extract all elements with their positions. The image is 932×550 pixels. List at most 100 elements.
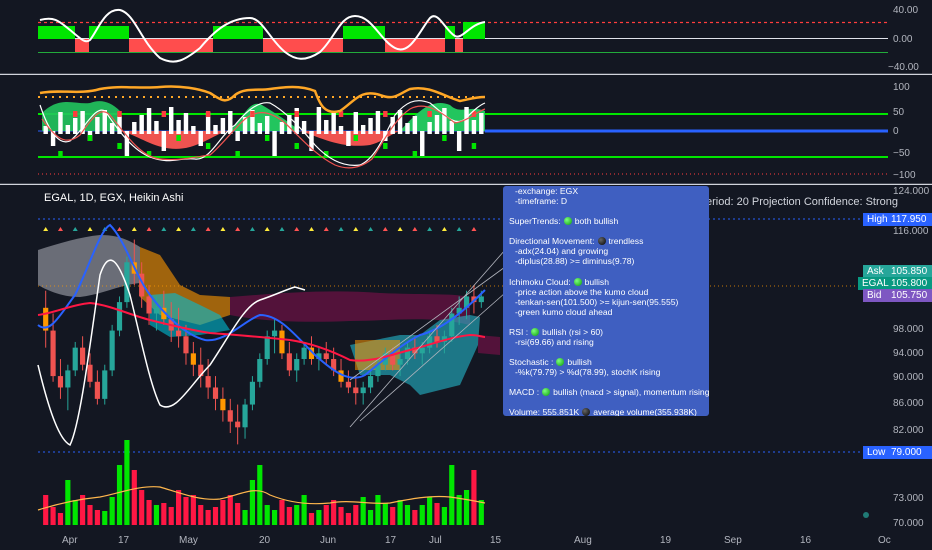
candle-body[interactable] bbox=[471, 296, 477, 303]
volume-bar bbox=[242, 510, 248, 525]
candle-body[interactable] bbox=[190, 353, 196, 365]
osc2-signal bbox=[205, 143, 211, 149]
candle-body[interactable] bbox=[456, 307, 462, 314]
chart-title: EGAL, 1D, EGX, Heikin Ashi bbox=[44, 192, 184, 204]
svg-text:Aug: Aug bbox=[574, 535, 592, 546]
projection-channel bbox=[349, 249, 506, 428]
candle-body[interactable] bbox=[294, 359, 300, 371]
candle-body[interactable] bbox=[161, 307, 167, 320]
panel-gap bbox=[509, 317, 703, 327]
candle-body[interactable] bbox=[271, 330, 278, 337]
candle-body[interactable] bbox=[264, 336, 270, 360]
candle-body[interactable] bbox=[153, 307, 160, 314]
osc2-signal bbox=[353, 135, 359, 141]
candle-body[interactable] bbox=[235, 421, 241, 428]
signal-marker bbox=[427, 227, 433, 231]
candle-body[interactable] bbox=[286, 353, 292, 371]
volume-bar bbox=[353, 505, 359, 525]
osc2-bar bbox=[117, 116, 122, 134]
candle-body[interactable] bbox=[205, 376, 211, 388]
candle-body[interactable] bbox=[87, 364, 93, 382]
candle-body[interactable] bbox=[220, 398, 226, 411]
candle-body[interactable] bbox=[116, 302, 123, 331]
osc2-signal bbox=[58, 151, 63, 157]
candle-body[interactable] bbox=[323, 353, 329, 360]
signal-markers bbox=[43, 227, 477, 231]
volume-bar bbox=[419, 505, 425, 525]
candle-body[interactable] bbox=[109, 330, 115, 371]
volume-bar bbox=[375, 495, 381, 525]
candle-body[interactable] bbox=[102, 370, 108, 399]
candle-body[interactable] bbox=[57, 376, 64, 388]
osc2-bar bbox=[161, 131, 167, 151]
oscillator-pane-2: 100 50 0 −50 −100 bbox=[0, 82, 932, 185]
candle-body[interactable] bbox=[390, 353, 396, 365]
candle-body[interactable] bbox=[397, 359, 403, 365]
candle-body[interactable] bbox=[176, 330, 182, 337]
volume-bar bbox=[131, 470, 137, 525]
candle-body[interactable] bbox=[478, 296, 484, 303]
price-axis-70: 70.000 bbox=[893, 518, 924, 529]
candle-body[interactable] bbox=[212, 387, 219, 399]
osc2-bar bbox=[287, 115, 292, 134]
candle-body[interactable] bbox=[338, 370, 344, 382]
osc2-signal bbox=[383, 143, 388, 149]
candle-body[interactable] bbox=[427, 336, 433, 348]
candle-body[interactable] bbox=[124, 262, 130, 303]
candle-body[interactable] bbox=[146, 296, 152, 314]
volume-bar bbox=[161, 503, 167, 525]
signal-marker bbox=[205, 227, 211, 231]
candle-body[interactable] bbox=[198, 364, 204, 377]
candle-body[interactable] bbox=[375, 364, 381, 377]
osc2-bar bbox=[397, 110, 403, 134]
candle-body[interactable] bbox=[242, 404, 248, 428]
chikou-line bbox=[37, 259, 306, 447]
candle-body[interactable] bbox=[257, 359, 263, 382]
candle-body[interactable] bbox=[449, 313, 455, 337]
candle-body[interactable] bbox=[279, 330, 285, 354]
candle-body[interactable] bbox=[353, 387, 359, 394]
candle-body[interactable] bbox=[345, 381, 351, 388]
candle-body[interactable] bbox=[434, 336, 440, 342]
signal-marker bbox=[146, 227, 152, 231]
volume-average-line bbox=[37, 486, 486, 511]
price-axis-124: 124.000 bbox=[893, 186, 930, 197]
osc2-bar bbox=[353, 112, 359, 134]
candle-body[interactable] bbox=[441, 336, 447, 342]
candle-body[interactable] bbox=[65, 370, 71, 388]
candle-body[interactable] bbox=[404, 347, 411, 360]
volume-bar bbox=[109, 497, 115, 525]
candle-body[interactable] bbox=[227, 410, 233, 422]
oscillator-pane-1: 40.00 0.00 −40.00 bbox=[0, 5, 932, 75]
candle-body[interactable] bbox=[80, 347, 86, 365]
candle-body[interactable] bbox=[331, 359, 337, 371]
volume-bar bbox=[434, 503, 440, 525]
candle-body[interactable] bbox=[316, 353, 322, 360]
price-pane[interactable]: 124.000 116.000 98.000 94.000 90.000 86.… bbox=[0, 185, 932, 550]
candle-body[interactable] bbox=[139, 273, 145, 297]
candle-body[interactable] bbox=[463, 296, 470, 308]
osc2-signal bbox=[471, 143, 477, 149]
signal-marker bbox=[368, 227, 374, 231]
candle-body[interactable] bbox=[50, 330, 56, 377]
osc2-bar bbox=[383, 131, 388, 141]
candle-body[interactable] bbox=[360, 387, 366, 394]
osc2-axis-neg100: −100 bbox=[893, 170, 916, 181]
candle-body[interactable] bbox=[367, 376, 374, 388]
candle-body[interactable] bbox=[419, 347, 425, 354]
candle-body[interactable] bbox=[308, 347, 315, 360]
signal-marker bbox=[338, 227, 344, 231]
candle-body[interactable] bbox=[94, 381, 100, 399]
volume-bar bbox=[198, 505, 204, 525]
candle-body[interactable] bbox=[183, 336, 189, 354]
candle-body[interactable] bbox=[249, 381, 256, 405]
candle-body[interactable] bbox=[72, 347, 78, 371]
candle-body[interactable] bbox=[412, 347, 418, 354]
panel-gap bbox=[509, 226, 703, 236]
candle-body[interactable] bbox=[43, 307, 49, 331]
volume-bar bbox=[57, 513, 64, 525]
svg-text:Apr: Apr bbox=[62, 535, 78, 546]
osc2-bar bbox=[324, 120, 329, 134]
candle-body[interactable] bbox=[301, 347, 307, 360]
high-price-tag: High 117.950 bbox=[863, 213, 932, 226]
